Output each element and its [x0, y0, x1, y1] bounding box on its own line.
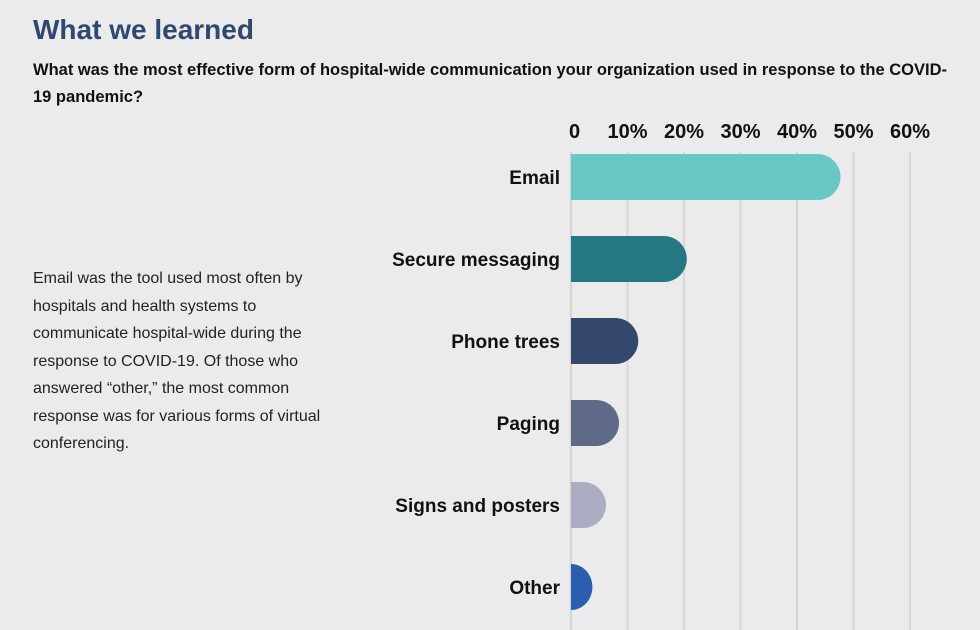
category-label: Email	[509, 168, 560, 189]
category-label: Paging	[497, 414, 560, 435]
bar-secure-messaging	[571, 236, 687, 282]
bar-email	[571, 154, 841, 200]
description-text: Email was the tool used most often by ho…	[33, 270, 321, 452]
bar-other	[571, 564, 593, 610]
tick-label: 0	[569, 121, 580, 143]
survey-question: What was the most effective form of hosp…	[33, 61, 948, 106]
tick-label: 20%	[664, 121, 704, 143]
category-label: Phone trees	[451, 332, 560, 353]
tick-label: 10%	[607, 121, 647, 143]
bar-signs-and-posters	[571, 482, 607, 528]
category-label: Secure messaging	[392, 250, 560, 271]
page-title: What we learned	[33, 14, 254, 45]
tick-label: 40%	[777, 121, 817, 143]
tick-label: 50%	[833, 121, 873, 143]
bar-phone-trees	[571, 318, 639, 364]
tick-label: 30%	[720, 121, 760, 143]
tick-label: 60%	[890, 121, 930, 143]
category-label: Signs and posters	[395, 496, 560, 517]
category-label: Other	[509, 578, 560, 599]
bar-paging	[571, 400, 620, 446]
